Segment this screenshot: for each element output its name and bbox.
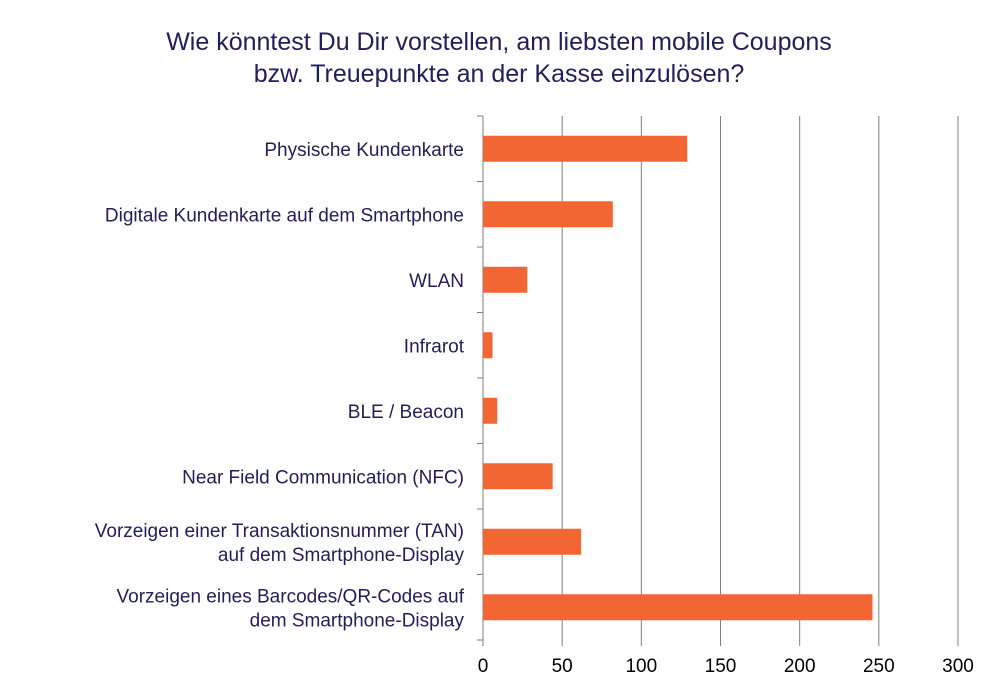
x-tick-label: 150 — [705, 656, 737, 677]
bar — [483, 397, 498, 424]
chart-title-line-1: Wie könntest Du Dir vorstellen, am liebs… — [166, 28, 832, 56]
bar — [483, 266, 528, 293]
category-label: WLAN — [409, 271, 464, 292]
x-tick-label: 250 — [863, 656, 895, 677]
bar — [483, 332, 493, 359]
category-label: Physische Kundenkarte — [264, 140, 464, 161]
category-label: dem Smartphone-Display — [250, 610, 465, 631]
category-label: Vorzeigen einer Transaktionsnummer (TAN) — [95, 521, 464, 542]
x-tick-label: 300 — [942, 656, 974, 677]
bar — [483, 594, 873, 621]
category-label: Near Field Communication (NFC) — [182, 467, 464, 488]
category-label: Vorzeigen eines Barcodes/QR-Codes auf — [117, 586, 465, 607]
bar — [483, 463, 553, 490]
category-label: Digitale Kundenkarte auf dem Smartphone — [105, 205, 464, 226]
x-tick-label: 200 — [784, 656, 816, 677]
bar — [483, 135, 688, 162]
bar — [483, 201, 613, 228]
x-tick-label: 50 — [552, 656, 573, 677]
chart-title-line-2: bzw. Treuepunkte an der Kasse einzulösen… — [253, 60, 745, 88]
category-label: BLE / Beacon — [348, 402, 464, 423]
category-label: auf dem Smartphone-Display — [218, 545, 465, 566]
x-tick-label: 0 — [478, 656, 489, 677]
x-tick-label: 100 — [625, 656, 657, 677]
bar — [483, 528, 582, 555]
category-label: Infrarot — [404, 336, 465, 357]
